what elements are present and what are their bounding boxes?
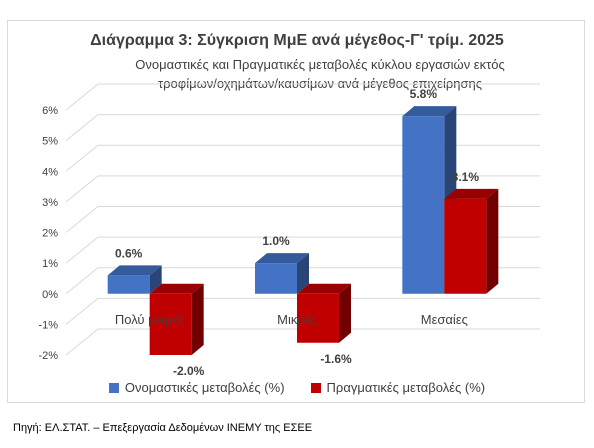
legend-item-real: Πραγματικές μεταβολές (%): [310, 380, 486, 395]
bar-top: [444, 188, 499, 199]
x-tick-label: Πολύ μικρές: [115, 312, 185, 327]
chart-legend: Ονομαστικές μεταβολές (%) Πραγματικές με…: [0, 380, 594, 395]
y-tick-label: 2%: [42, 228, 58, 240]
y-tick-label: 6%: [42, 105, 58, 117]
gridline-depth: [65, 114, 99, 142]
bar: [107, 275, 150, 294]
legend-swatch-real: [310, 382, 321, 393]
bar-top: [297, 283, 351, 294]
chart-frame: [7, 20, 585, 403]
legend-label-nominal: Ονομαστικές μεταβολές (%): [124, 380, 285, 395]
bar: [255, 263, 297, 294]
chart-title: Διάγραμμα 3: Σύγκριση ΜμΕ ανά μέγεθος-Γ'…: [90, 32, 504, 49]
bar: [149, 293, 192, 355]
data-label: 5.8%: [410, 87, 438, 101]
bar-side: [297, 253, 309, 294]
data-label: 1.0%: [262, 234, 290, 248]
y-tick-label: 0%: [42, 289, 58, 301]
bar-side: [191, 283, 204, 355]
bar-side: [486, 188, 499, 294]
gridline-depth: [65, 297, 99, 325]
data-label: -1.6%: [320, 352, 352, 366]
gridline-depth: [65, 267, 99, 295]
y-tick-label: -2%: [38, 350, 58, 362]
chart-subtitle: Ονομαστικές και Πραγματικές μεταβολές κύ…: [40, 55, 594, 93]
y-tick-label: 4%: [42, 166, 58, 178]
legend-label-real: Πραγματικές μεταβολές (%): [326, 380, 486, 395]
y-tick-label: 5%: [42, 136, 58, 148]
bar-side: [149, 265, 162, 294]
y-tick-label: -1%: [38, 319, 58, 331]
subtitle-line-1: Ονομαστικές και Πραγματικές μεταβολές κύ…: [135, 57, 505, 72]
bar-top: [107, 265, 162, 276]
gridline-depth: [65, 175, 99, 203]
data-label: -2.0%: [173, 364, 205, 378]
gridline-depth: [65, 206, 99, 233]
bar: [444, 198, 487, 294]
gridline-depth: [65, 83, 99, 111]
gridline-depth: [65, 236, 99, 264]
bar: [402, 116, 445, 294]
x-tick-label: Μικρές: [277, 312, 317, 327]
gridline-depth: [65, 328, 99, 356]
bar-top: [149, 283, 204, 294]
x-tick-label: Μεσαίες: [421, 312, 468, 327]
bar-side: [339, 283, 351, 343]
data-label: 0.6%: [115, 246, 143, 260]
legend-item-nominal: Ονομαστικές μεταβολές (%): [108, 380, 285, 395]
y-tick-label: 1%: [42, 258, 58, 270]
legend-swatch-nominal: [108, 382, 119, 393]
bar-top: [255, 253, 309, 264]
source-note: Πηγή: ΕΛ.ΣΤΑΤ. – Επεξεργασία Δεδομένων Ι…: [13, 422, 313, 434]
bar-top: [402, 106, 457, 117]
data-label: 3.1%: [452, 170, 480, 184]
bar: [297, 293, 339, 343]
gridline-depth: [65, 144, 99, 172]
y-tick-label: 3%: [42, 197, 58, 209]
